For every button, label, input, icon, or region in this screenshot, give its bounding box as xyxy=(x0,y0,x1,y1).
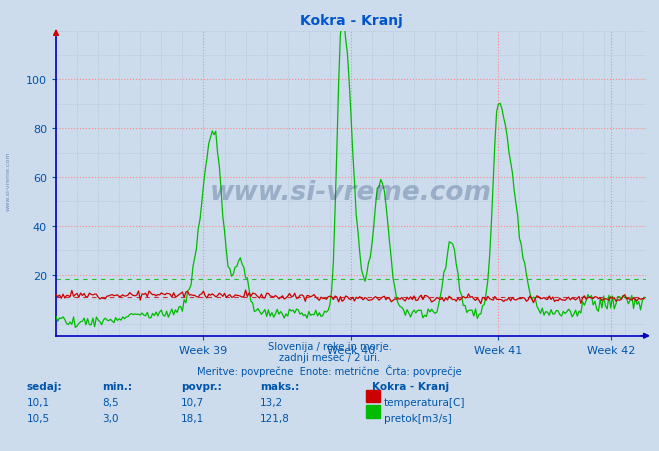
Text: 13,2: 13,2 xyxy=(260,397,283,407)
Text: sedaj:: sedaj: xyxy=(26,381,62,391)
Text: 8,5: 8,5 xyxy=(102,397,119,407)
Text: www.si-vreme.com: www.si-vreme.com xyxy=(210,180,492,206)
Text: zadnji mesec / 2 uri.: zadnji mesec / 2 uri. xyxy=(279,353,380,363)
Text: maks.:: maks.: xyxy=(260,381,300,391)
Title: Kokra - Kranj: Kokra - Kranj xyxy=(300,14,402,28)
Text: povpr.:: povpr.: xyxy=(181,381,222,391)
Text: pretok[m3/s]: pretok[m3/s] xyxy=(384,413,451,423)
Text: 10,7: 10,7 xyxy=(181,397,204,407)
Text: Kokra - Kranj: Kokra - Kranj xyxy=(372,381,449,391)
Text: temperatura[C]: temperatura[C] xyxy=(384,397,465,407)
Text: 10,5: 10,5 xyxy=(26,413,49,423)
Text: 3,0: 3,0 xyxy=(102,413,119,423)
Text: Meritve: povprečne  Enote: metrične  Črta: povprečje: Meritve: povprečne Enote: metrične Črta:… xyxy=(197,364,462,376)
Text: min.:: min.: xyxy=(102,381,132,391)
Text: www.si-vreme.com: www.si-vreme.com xyxy=(5,151,11,210)
Text: Slovenija / reke in morje.: Slovenija / reke in morje. xyxy=(268,341,391,351)
Text: 10,1: 10,1 xyxy=(26,397,49,407)
Text: 18,1: 18,1 xyxy=(181,413,204,423)
Text: 121,8: 121,8 xyxy=(260,413,290,423)
